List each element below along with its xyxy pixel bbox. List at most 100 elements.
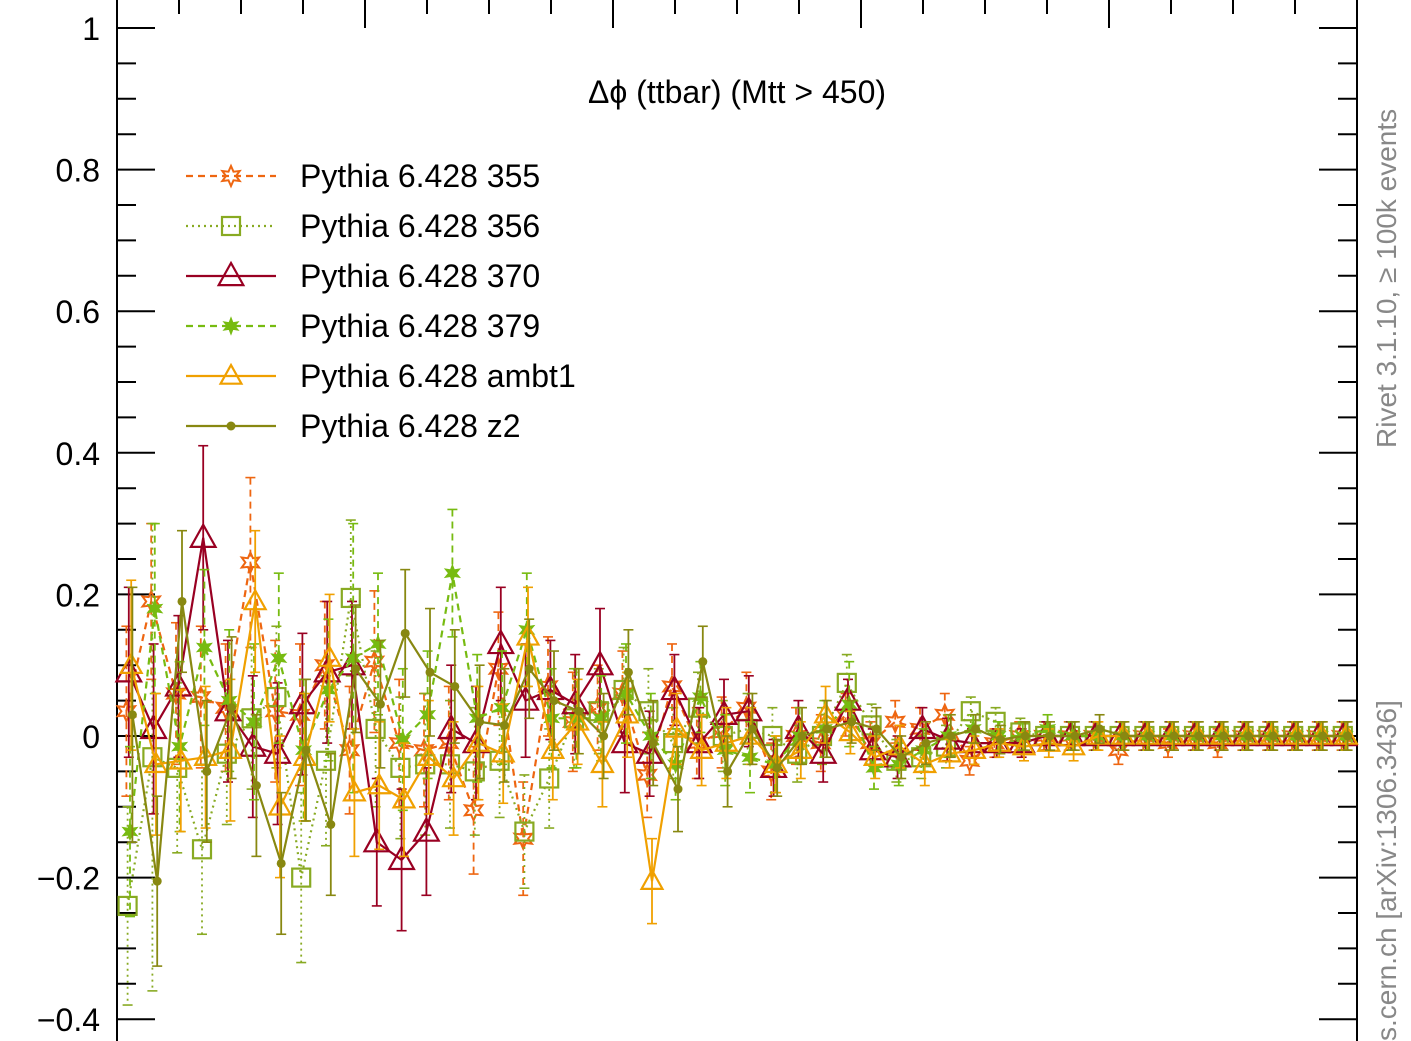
data-point-square	[340, 587, 361, 609]
legend-label: Pythia 6.428 370	[300, 258, 540, 294]
data-point-dot	[227, 703, 237, 713]
data-point-star	[741, 747, 759, 768]
chart-title: Δϕ (ttbar) (Mtt > 450)	[588, 74, 886, 110]
data-point-dot	[847, 717, 857, 727]
data-point-square	[291, 867, 312, 888]
side-label-bottom: s.cern.ch [arXiv:1306.3436]	[1371, 700, 1402, 1041]
legend-entry-0: Pythia 6.428 355	[186, 158, 540, 194]
data-point-dot	[375, 699, 385, 709]
data-point-triangle	[164, 671, 193, 697]
plot-frame	[116, 0, 1358, 1041]
data-point-dot	[648, 738, 658, 748]
data-point-star	[115, 698, 138, 724]
data-point-triangle	[590, 751, 615, 774]
data-point-dot	[822, 724, 832, 734]
data-point-triangle	[912, 751, 938, 774]
data-point-dot	[301, 745, 311, 755]
data-point-star	[220, 163, 242, 189]
data-point-triangle	[937, 740, 962, 763]
data-point-star	[617, 683, 635, 704]
data-point-dot	[425, 667, 435, 677]
data-point-triangle	[362, 826, 392, 853]
data-point-triangle	[168, 747, 194, 770]
data-point-triangle	[238, 731, 268, 757]
data-point-dot	[623, 667, 633, 677]
y-tick-labels: −0.4 −0.2 0 0.2 0.4 0.6 0.8 1	[37, 11, 100, 1038]
data-point-triangle	[1011, 733, 1037, 756]
data-point-star	[270, 648, 288, 668]
data-point-square	[191, 839, 213, 860]
data-point-triangle	[312, 657, 342, 683]
data-point-triangle	[565, 708, 590, 731]
data-point-square	[464, 761, 485, 782]
data-point-triangle	[660, 674, 689, 701]
data-point-triangle	[416, 743, 442, 767]
data-point-triangle	[461, 727, 491, 754]
data-point-dot	[921, 738, 931, 748]
y-tick-label: 0.8	[56, 153, 100, 189]
data-point-square	[514, 821, 535, 842]
data-point-dot	[772, 763, 782, 773]
data-point-triangle	[490, 740, 516, 763]
data-point-triangle	[391, 786, 417, 809]
data-point-dot	[1070, 731, 1080, 741]
data-point-triangle	[734, 695, 764, 722]
legend-label: Pythia 6.428 356	[300, 208, 540, 244]
data-point-star	[245, 711, 263, 732]
data-point-triangle	[387, 844, 416, 871]
legend-label: Pythia 6.428 z2	[300, 408, 521, 444]
data-point-star	[121, 821, 139, 842]
series-2	[114, 444, 1359, 932]
data-point-dot	[1020, 731, 1030, 741]
data-point-square	[638, 701, 659, 722]
data-point-triangle	[486, 628, 516, 655]
data-point-dot	[450, 681, 460, 691]
data-point-dot	[152, 876, 162, 886]
data-point-star	[418, 704, 437, 725]
data-point-dot	[797, 731, 807, 741]
data-point-dot	[1268, 731, 1278, 741]
legend-entry-2: Pythia 6.428 370	[186, 258, 540, 294]
y-tick-label: 0.2	[56, 577, 100, 613]
data-point-square	[390, 757, 411, 778]
data-point-dot	[326, 820, 336, 829]
data-point-triangle	[689, 736, 714, 759]
data-point-star	[189, 684, 212, 710]
data-point-star	[394, 729, 412, 750]
data-point-triangle	[188, 522, 218, 548]
tick-marks	[116, 0, 1358, 1021]
data-point-square	[220, 215, 242, 237]
data-point-star	[363, 649, 386, 675]
data-point-dot	[276, 858, 286, 868]
data-point-triangle	[813, 701, 838, 724]
data-point-triangle	[957, 727, 987, 754]
legend-entry-1: Pythia 6.428 356	[186, 208, 540, 244]
data-point-dot	[1293, 731, 1303, 741]
data-point-dot	[747, 724, 757, 734]
data-point-triangle	[540, 736, 566, 759]
data-point-triangle	[216, 260, 246, 287]
data-point-dot	[971, 724, 981, 734]
data-point-triangle	[292, 743, 318, 767]
data-point-star	[462, 797, 485, 823]
legend-label: Pythia 6.428 355	[300, 158, 540, 194]
legend: Pythia 6.428 355 Pythia 6.428 356 Pythia 6…	[186, 158, 576, 444]
data-point-triangle	[614, 701, 640, 724]
data-point-star	[958, 748, 981, 774]
data-point-triangle	[862, 743, 888, 767]
data-point-dot	[1318, 731, 1328, 741]
data-point-dot	[549, 696, 559, 706]
data-point-square	[117, 895, 138, 917]
data-point-triangle	[267, 793, 293, 816]
data-point-dot	[524, 664, 534, 674]
data-point-dot	[1119, 731, 1129, 741]
data-point-dot	[1095, 724, 1105, 734]
data-point-star	[487, 656, 510, 682]
data-point-star	[735, 695, 758, 721]
data-point-dot	[499, 720, 509, 730]
data-point-dot	[475, 717, 485, 727]
y-tick-label: 0	[82, 719, 100, 755]
data-point-star	[636, 762, 659, 788]
data-point-dot	[127, 710, 137, 720]
data-point-star	[222, 316, 240, 336]
